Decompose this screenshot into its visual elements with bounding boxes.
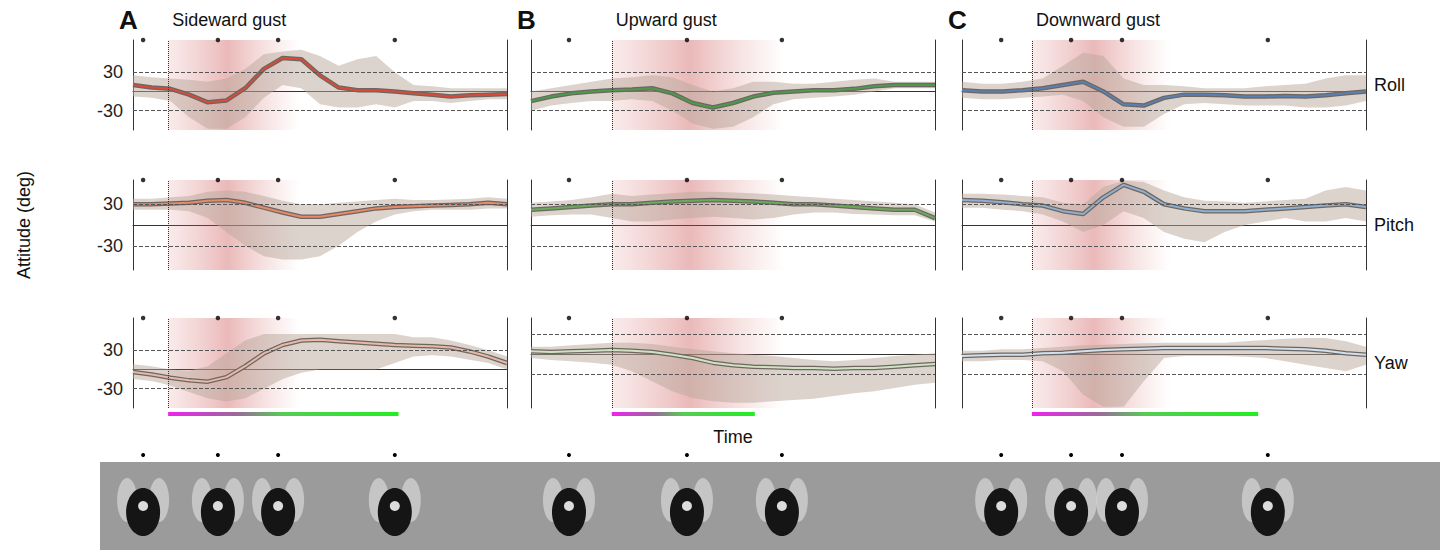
svg-text:30: 30: [103, 194, 123, 214]
svg-text:-30: -30: [97, 236, 123, 256]
svg-text:-30: -30: [97, 101, 123, 121]
svg-text:Roll: Roll: [1374, 75, 1405, 95]
svg-text:Sideward gust: Sideward gust: [172, 10, 286, 30]
svg-text:Pitch: Pitch: [1374, 215, 1414, 235]
svg-text:-30: -30: [97, 379, 123, 399]
svg-text:Time: Time: [713, 427, 752, 447]
svg-text:B: B: [517, 5, 536, 35]
svg-text:Attitude (deg): Attitude (deg): [14, 171, 34, 279]
svg-text:Upward gust: Upward gust: [616, 10, 717, 30]
svg-text:A: A: [119, 5, 138, 35]
svg-text:C: C: [948, 5, 967, 35]
svg-text:Yaw: Yaw: [1374, 353, 1409, 373]
svg-text:30: 30: [103, 62, 123, 82]
svg-text:30: 30: [103, 340, 123, 360]
svg-text:Downward gust: Downward gust: [1036, 10, 1160, 30]
